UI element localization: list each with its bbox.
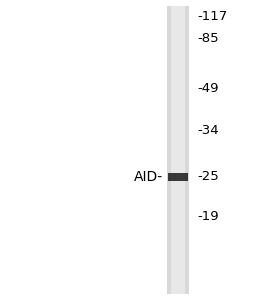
Text: -25: -25 bbox=[197, 170, 219, 184]
Bar bbox=[167, 6, 189, 294]
Text: -34: -34 bbox=[197, 124, 219, 137]
Text: -49: -49 bbox=[197, 82, 219, 95]
Text: -19: -19 bbox=[197, 209, 219, 223]
Text: -117: -117 bbox=[197, 10, 227, 23]
Text: -85: -85 bbox=[197, 32, 219, 46]
Bar bbox=[171, 6, 185, 294]
Text: AID-: AID- bbox=[134, 170, 163, 184]
Bar bbox=[168, 173, 188, 181]
